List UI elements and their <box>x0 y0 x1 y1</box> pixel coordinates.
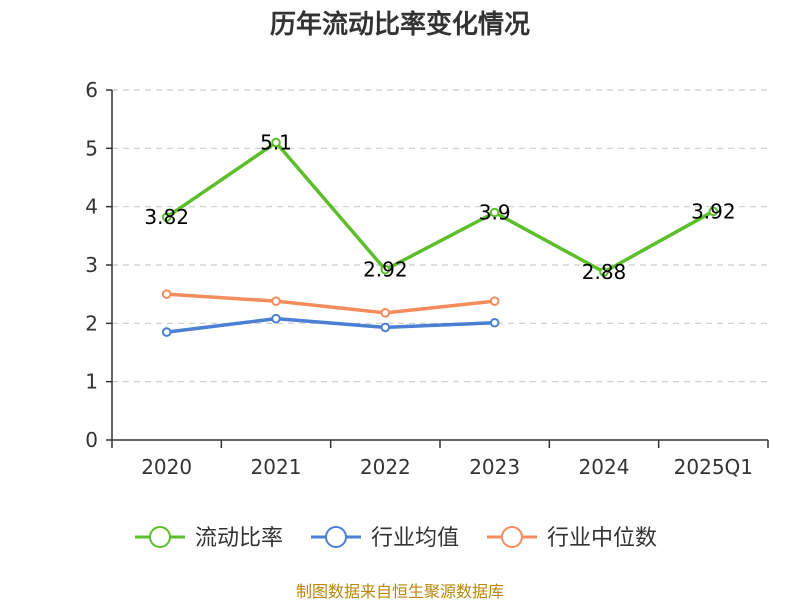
data-label: 3.82 <box>144 205 189 229</box>
data-point <box>161 327 172 337</box>
chart-title: 历年流动比率变化情况 <box>269 10 530 40</box>
data-point <box>271 137 281 148</box>
data-point <box>161 212 172 222</box>
data-point <box>380 322 391 333</box>
data-point <box>380 264 391 275</box>
series-line <box>165 140 715 274</box>
y-tick-label: 6 <box>85 78 98 102</box>
y-tick-label: 5 <box>85 136 98 160</box>
y-tick-label: 4 <box>85 195 98 219</box>
data-point <box>489 296 500 306</box>
data-label: 3.92 <box>691 199 736 223</box>
data-label: 3.9 <box>479 201 511 225</box>
x-tick-label: 2020 <box>141 455 192 479</box>
legend-marker <box>325 526 347 548</box>
series-line <box>166 292 495 315</box>
data-point <box>489 207 500 218</box>
y-tick-label: 0 <box>85 428 98 452</box>
legend-marker <box>501 526 523 548</box>
legend-label: 流动比率 <box>195 526 283 551</box>
x-tick-label: 2022 <box>360 455 411 479</box>
legend-marker <box>149 526 171 548</box>
source-note: 制图数据来自恒生聚源数据库 <box>295 582 504 601</box>
y-tick-label: 2 <box>85 311 98 335</box>
data-point <box>380 308 391 318</box>
x-tick-label: 2025Q1 <box>674 455 753 479</box>
y-tick-label: 3 <box>85 253 98 277</box>
data-point <box>161 289 172 299</box>
legend-label: 行业中位数 <box>547 526 657 551</box>
data-label: 2.92 <box>363 258 408 282</box>
y-tick-label: 1 <box>85 370 98 394</box>
data-point <box>271 296 281 306</box>
legend-label: 行业均值 <box>371 526 459 551</box>
data-point <box>489 317 500 328</box>
data-label: 5.1 <box>260 131 292 155</box>
data-point <box>599 267 609 277</box>
x-tick-label: 2021 <box>251 455 302 479</box>
x-tick-label: 2024 <box>579 455 630 479</box>
x-tick-label: 2023 <box>469 455 520 479</box>
data-point <box>271 313 281 324</box>
series-line <box>166 316 495 334</box>
data-label: 2.88 <box>582 260 627 284</box>
data-point <box>708 206 719 217</box>
